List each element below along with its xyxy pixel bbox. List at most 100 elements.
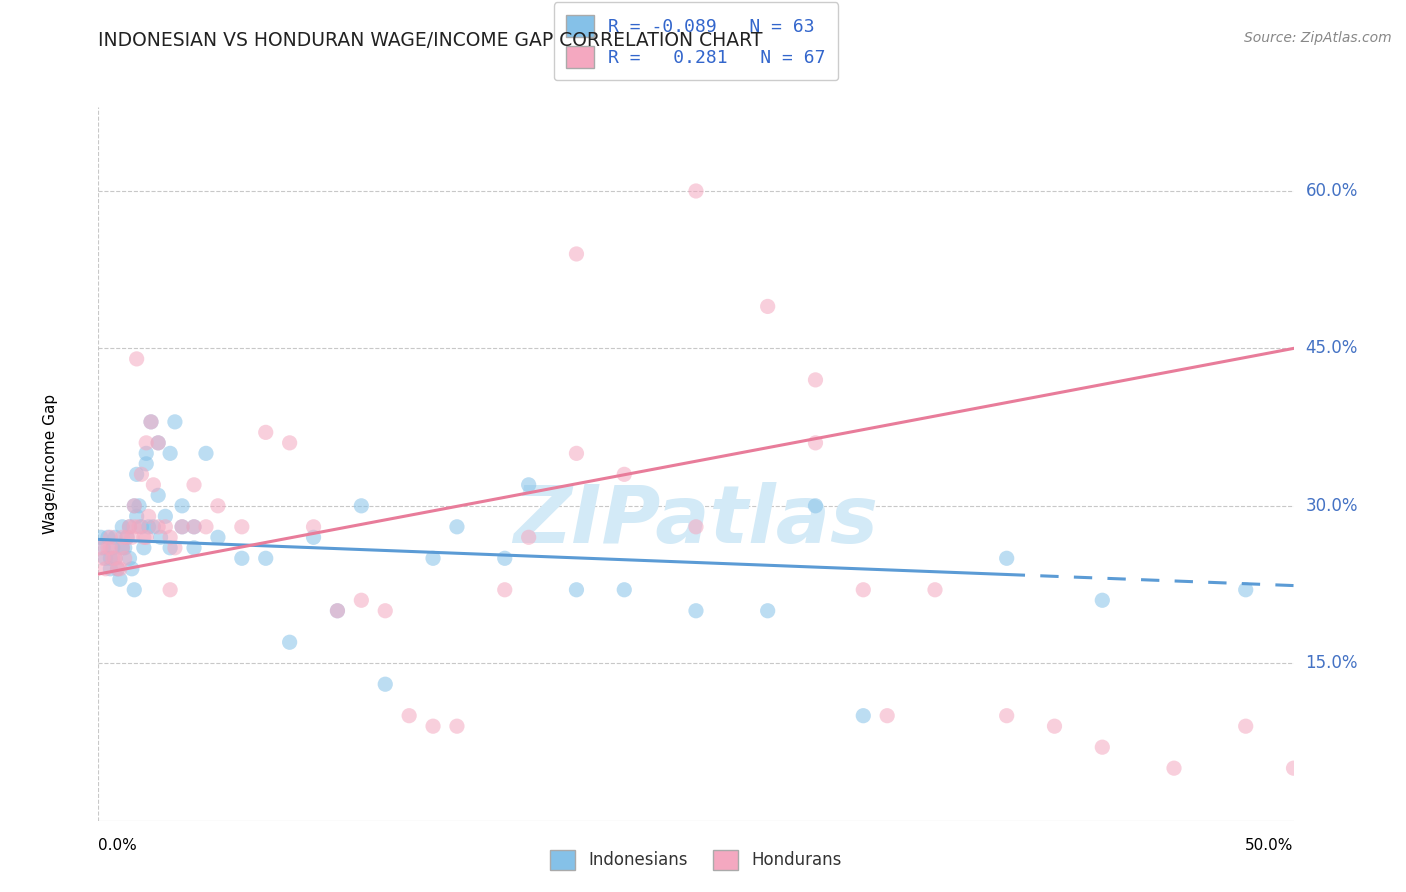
Point <box>350 499 373 513</box>
Point <box>685 604 707 618</box>
Point <box>183 541 205 555</box>
Point <box>118 520 141 534</box>
Point <box>326 604 349 618</box>
Point <box>756 300 779 314</box>
Point <box>97 541 120 555</box>
Point <box>924 582 946 597</box>
Point <box>97 530 120 544</box>
Point <box>94 551 117 566</box>
Point <box>131 467 153 482</box>
Point <box>231 520 253 534</box>
Point <box>1234 582 1257 597</box>
Point <box>121 562 143 576</box>
Point <box>108 572 131 586</box>
Point <box>124 499 146 513</box>
Point <box>125 509 148 524</box>
Point <box>172 499 194 513</box>
Point <box>138 509 160 524</box>
Point <box>159 530 181 544</box>
Point <box>517 478 540 492</box>
Point <box>494 551 516 566</box>
Point <box>398 708 420 723</box>
Point <box>131 520 153 534</box>
Point <box>142 520 165 534</box>
Point <box>183 520 205 534</box>
Point <box>132 541 155 555</box>
Point <box>302 530 325 544</box>
Point <box>115 530 138 544</box>
Point <box>128 520 150 534</box>
Point <box>876 708 898 723</box>
Point <box>142 478 165 492</box>
Point <box>90 541 112 555</box>
Point <box>422 719 444 733</box>
Point <box>98 551 122 566</box>
Point <box>159 582 181 597</box>
Point <box>302 520 325 534</box>
Point <box>149 530 172 544</box>
Point <box>135 530 157 544</box>
Point <box>90 530 112 544</box>
Point <box>91 551 114 566</box>
Point <box>163 541 186 555</box>
Point <box>852 582 875 597</box>
Point <box>91 541 114 555</box>
Point <box>148 435 170 450</box>
Point <box>1091 593 1114 607</box>
Text: 15.0%: 15.0% <box>1305 654 1358 673</box>
Point <box>135 457 157 471</box>
Text: 60.0%: 60.0% <box>1305 182 1358 200</box>
Point <box>135 446 157 460</box>
Point <box>98 530 122 544</box>
Legend: Indonesians, Hondurans: Indonesians, Hondurans <box>544 843 848 877</box>
Point <box>350 593 373 607</box>
Point <box>121 530 143 544</box>
Point <box>278 635 301 649</box>
Point <box>254 425 277 440</box>
Point <box>115 530 138 544</box>
Point <box>172 520 194 534</box>
Point <box>565 582 588 597</box>
Point <box>148 435 170 450</box>
Text: INDONESIAN VS HONDURAN WAGE/INCOME GAP CORRELATION CHART: INDONESIAN VS HONDURAN WAGE/INCOME GAP C… <box>98 31 763 50</box>
Text: 50.0%: 50.0% <box>1246 838 1294 854</box>
Point <box>111 541 134 555</box>
Point <box>148 520 170 534</box>
Point <box>326 604 349 618</box>
Point <box>124 499 146 513</box>
Point <box>111 541 134 555</box>
Point <box>124 520 146 534</box>
Point <box>613 467 636 482</box>
Point <box>183 478 205 492</box>
Point <box>374 677 396 691</box>
Point <box>124 582 146 597</box>
Text: ZIPatlas: ZIPatlas <box>513 482 879 560</box>
Point <box>159 541 181 555</box>
Point <box>94 562 117 576</box>
Text: 45.0%: 45.0% <box>1305 339 1358 358</box>
Point <box>118 551 141 566</box>
Point <box>104 551 127 566</box>
Point <box>104 530 127 544</box>
Point <box>101 541 124 555</box>
Point <box>135 435 157 450</box>
Point <box>148 488 170 502</box>
Text: Source: ZipAtlas.com: Source: ZipAtlas.com <box>1244 31 1392 45</box>
Point <box>254 551 277 566</box>
Point <box>163 415 186 429</box>
Point <box>159 446 181 460</box>
Point <box>155 520 177 534</box>
Point <box>1163 761 1185 775</box>
Point <box>107 562 129 576</box>
Point <box>613 582 636 597</box>
Point <box>494 582 516 597</box>
Point <box>804 373 827 387</box>
Point <box>183 520 205 534</box>
Point <box>374 604 396 618</box>
Point <box>995 551 1018 566</box>
Point <box>278 435 301 450</box>
Point <box>565 446 588 460</box>
Point <box>108 562 131 576</box>
Point <box>804 435 827 450</box>
Point <box>132 530 155 544</box>
